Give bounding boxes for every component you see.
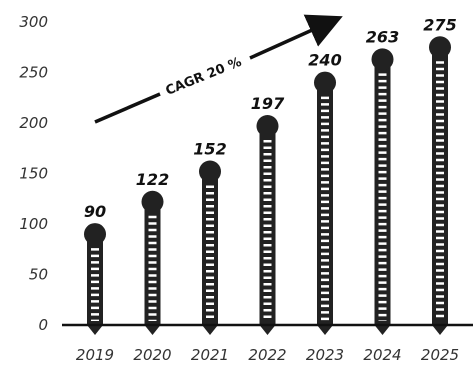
bar-tip <box>317 325 333 335</box>
y-tick-label: 150 <box>19 165 48 183</box>
bar-tip <box>87 325 103 335</box>
bar-bead <box>84 223 106 246</box>
x-tick-label: 2023 <box>306 346 344 364</box>
y-tick-label: 300 <box>19 13 48 31</box>
value-label: 275 <box>423 15 456 34</box>
cagr-annotation: CAGR 20 % <box>94 14 343 124</box>
bar-bead <box>429 36 451 59</box>
y-tick-label: 0 <box>38 316 48 334</box>
bar-bead <box>371 48 394 71</box>
bar-bead <box>141 190 164 213</box>
x-tick-label: 2025 <box>421 346 459 364</box>
x-axis: 2019 2020 2021 2022 2023 2024 2025 <box>76 346 459 364</box>
bar-bead <box>256 115 279 138</box>
value-label: 122 <box>136 170 169 189</box>
value-label: 152 <box>193 139 226 158</box>
value-label: 197 <box>251 94 285 113</box>
bar-tip <box>259 325 276 335</box>
y-tick-label: 250 <box>19 64 48 82</box>
value-label: 263 <box>366 27 399 46</box>
bar-stem <box>317 82 333 325</box>
cagr-label: CAGR 20 % <box>164 55 244 99</box>
x-tick-label: 2021 <box>191 346 229 364</box>
bar-tip <box>202 325 218 335</box>
x-tick-label: 2024 <box>363 346 401 364</box>
y-axis: 0 50 100 150 200 250 300 <box>19 13 48 334</box>
bar-tip <box>374 325 391 335</box>
bar-stem <box>87 234 103 325</box>
value-label: 90 <box>84 202 106 221</box>
x-tick-label: 2020 <box>133 346 171 364</box>
bars: 90 122 152 197 240 263 275 <box>84 15 457 335</box>
bar-tip <box>432 325 448 335</box>
bar-bead <box>199 160 221 183</box>
y-tick-label: 200 <box>19 114 48 132</box>
cagr-arrow-line-right <box>249 14 343 60</box>
bar-stem <box>202 171 218 325</box>
bar-bead <box>314 71 336 94</box>
bar-tip <box>144 325 161 335</box>
x-tick-label: 2019 <box>76 346 114 364</box>
y-tick-label: 50 <box>29 266 48 284</box>
value-label: 240 <box>308 51 341 70</box>
cagr-arrow-line-left <box>94 92 161 124</box>
y-tick-label: 100 <box>19 215 48 233</box>
x-tick-label: 2022 <box>248 346 286 364</box>
